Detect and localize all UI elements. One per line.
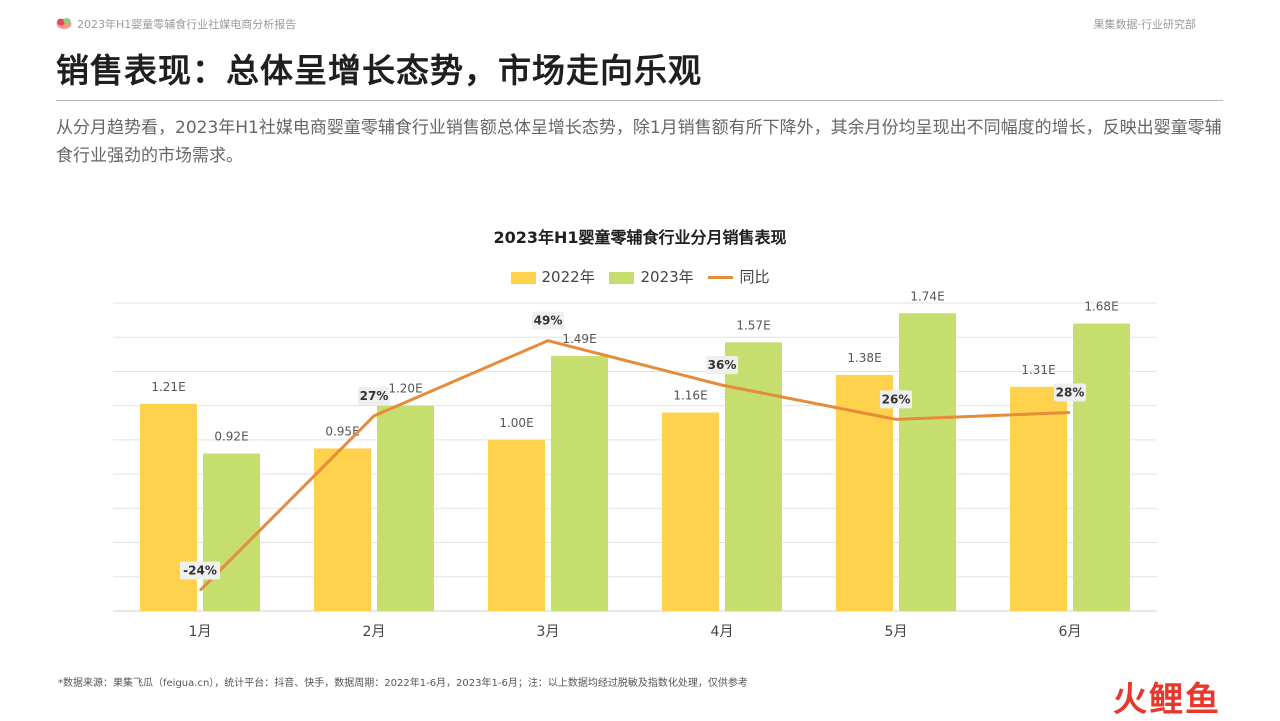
x-tick-label: 2月	[363, 624, 386, 640]
legend-swatch-yoy	[708, 276, 734, 279]
bar-value-label: 0.92E	[214, 430, 248, 444]
watermark-part-1: 火	[1113, 680, 1149, 720]
brand-logo-icon	[56, 18, 72, 29]
bar-2023	[551, 356, 608, 611]
x-tick-label: 6月	[1059, 624, 1082, 640]
legend-swatch-2023	[609, 271, 635, 284]
report-title: 2023年H1婴童零辅食行业社媒电商分析报告	[77, 18, 297, 31]
x-tick-label: 3月	[537, 624, 560, 640]
bar-value-label: 1.49E	[562, 332, 596, 346]
bar-2022	[488, 439, 545, 611]
yoy-label-bg	[532, 311, 564, 330]
bar-value-label: 1.20E	[388, 382, 422, 396]
x-tick-label: 1月	[189, 624, 212, 640]
bar-value-label: 1.00E	[499, 416, 533, 430]
bar-2023	[377, 405, 434, 611]
chart-title: 2023年H1婴童零辅食行业分月销售表现	[493, 228, 787, 247]
page-title: 销售表现：总体呈增长态势，市场走向乐观	[56, 51, 702, 90]
bar-value-label: 1.16E	[673, 389, 707, 403]
department-label: 果集数据·行业研究部	[1093, 18, 1197, 31]
yoy-value-label: 28%	[1056, 386, 1085, 400]
yoy-value-label: 26%	[882, 392, 911, 406]
watermark-part-2: 鲤鱼	[1149, 680, 1221, 720]
data-source-footnote: *数据来源：果集飞瓜（feigua.cn），统计平台：抖音、快手，数据周期：20…	[58, 678, 748, 689]
bar-value-label: 0.95E	[325, 424, 359, 438]
yoy-value-label: 49%	[534, 314, 563, 328]
yoy-label-bg	[880, 390, 912, 409]
summary-text: 从分月趋势看，2023年H1社媒电商婴童零辅食行业销售额总体呈增长态势，除1月销…	[56, 118, 1222, 166]
bar-value-label: 1.68E	[1084, 300, 1118, 314]
bar-value-label: 1.21E	[151, 380, 185, 394]
x-tick-label: 5月	[885, 624, 908, 640]
bar-2023	[725, 342, 782, 611]
legend-label-2022: 2022年	[541, 268, 595, 286]
bar-2022	[662, 412, 719, 611]
title-divider	[56, 100, 1223, 101]
legend-label-2023: 2023年	[640, 268, 694, 286]
watermark-logo: 火鲤鱼	[1113, 672, 1221, 721]
bar-value-label: 1.38E	[847, 351, 881, 365]
bar-value-label: 1.74E	[910, 289, 944, 303]
legend-item-2023: 2023年	[609, 266, 694, 287]
yoy-label-bg	[180, 561, 220, 580]
bar-value-label: 1.57E	[736, 318, 770, 332]
yoy-value-label: 36%	[708, 358, 737, 372]
bar-2023	[899, 313, 956, 611]
yoy-label-bg	[1054, 383, 1086, 402]
bar-2022	[1010, 386, 1067, 611]
legend-label-yoy: 同比	[739, 268, 770, 286]
bar-2023	[1073, 323, 1130, 611]
bar-value-label: 1.31E	[1021, 363, 1055, 377]
x-tick-label: 4月	[711, 624, 734, 640]
bar-2023	[203, 453, 260, 611]
chart-legend: 2022年 2023年 同比	[0, 266, 1280, 287]
yoy-label-bg	[358, 386, 390, 405]
yoy-label-bg	[706, 356, 738, 375]
yoy-value-label: 27%	[360, 389, 389, 403]
legend-swatch-2022	[510, 271, 536, 284]
yoy-value-label: -24%	[183, 563, 217, 577]
bar-2022	[140, 403, 197, 611]
yoy-line	[198, 339, 1071, 592]
legend-item-yoy: 同比	[708, 266, 769, 287]
legend-item-2022: 2022年	[510, 266, 595, 287]
bar-2022	[314, 448, 371, 611]
